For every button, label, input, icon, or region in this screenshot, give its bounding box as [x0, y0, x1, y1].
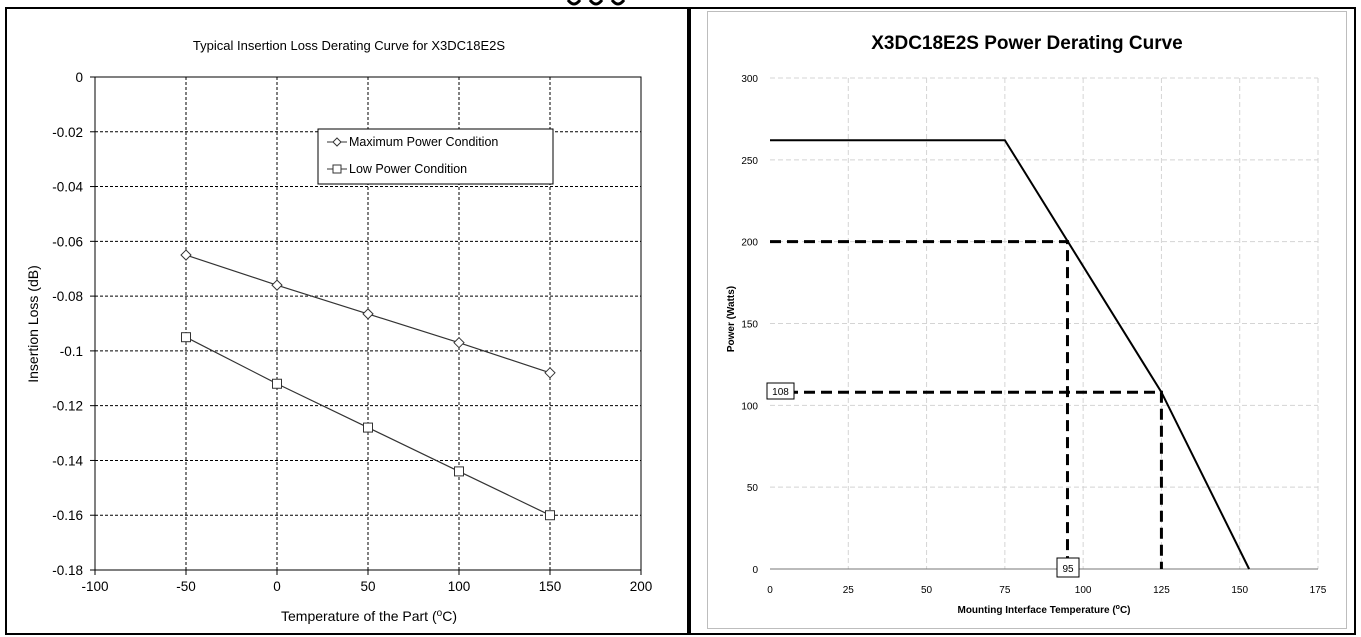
- x-axis-label: Temperature of the Part (oC): [281, 608, 457, 624]
- legend-label-maximum-power: Maximum Power Condition: [349, 135, 498, 149]
- y-tick-label: 300: [741, 74, 758, 85]
- series-group: [180, 249, 556, 521]
- diamond-marker: [544, 367, 556, 379]
- x-tick-label: 100: [448, 579, 471, 594]
- series-low-power: [181, 332, 555, 521]
- x-tick-label: 150: [1231, 585, 1248, 596]
- y-tick-label: -0.12: [52, 399, 83, 414]
- x-tick-label: 125: [1153, 585, 1170, 596]
- insertion-loss-chart: Typical Insertion Loss Derating Curve fo…: [25, 38, 652, 624]
- annotation-text: 95: [1062, 564, 1074, 575]
- y-tick-label: 250: [741, 156, 758, 167]
- power-derating-chart: X3DC18E2S Power Derating Curve 0 25 50 75 10…: [726, 33, 1327, 616]
- y-tick-label: 150: [741, 320, 758, 331]
- y-tick-label: -0.18: [52, 563, 83, 578]
- square-marker: [454, 466, 464, 477]
- legend-square-marker: [332, 164, 342, 174]
- diamond-marker: [271, 279, 283, 291]
- y-axis-label: Power (Watts): [726, 286, 737, 352]
- x-axis-label-main: Temperature of the Part (: [281, 608, 437, 624]
- y-tick-label: 50: [747, 483, 759, 494]
- annotation-95: 95: [1056, 557, 1080, 578]
- y-tick-label: -0.06: [52, 234, 83, 249]
- x-tick-label: 0: [273, 579, 281, 594]
- y-tick-label: 0: [752, 565, 758, 576]
- axis-ticks: 0 25 50 75 100 125 150 175 0 50 100 150 200 250 300: [741, 74, 1326, 596]
- legend: Maximum Power Condition Low Power Condit…: [317, 128, 554, 185]
- x-tick-label: 25: [843, 585, 855, 596]
- axis-ticks: -100 -50 0 50 100 150 200 0 -0.02 -0.04 -0.06 -0.08…: [52, 70, 652, 594]
- annotation-box: [1056, 557, 1080, 578]
- y-tick-label: 200: [741, 238, 758, 249]
- x-axis-label-main: Mounting Interface Temperature (: [957, 605, 1116, 616]
- chart-title: X3DC18E2S Power Derating Curve: [871, 33, 1183, 54]
- legend-box: [317, 128, 554, 185]
- grid-lines: [770, 77, 1319, 569]
- derating-curve-line: [770, 139, 1251, 570]
- square-marker: [181, 332, 191, 343]
- x-tick-label: 100: [1075, 585, 1092, 596]
- diamond-marker: [453, 336, 465, 349]
- x-tick-label: -100: [81, 579, 108, 594]
- square-marker: [272, 378, 282, 389]
- annotation-text: 108: [772, 387, 789, 398]
- cropped-heading-fragment: [560, 0, 650, 7]
- y-tick-label: 0: [75, 70, 83, 85]
- legend-label-low-power: Low Power Condition: [349, 162, 467, 176]
- reference-dashed-line: [770, 390, 1163, 569]
- series-maximum-power: [180, 249, 556, 379]
- x-axis-label-degree: o: [437, 608, 443, 619]
- x-tick-label: 0: [767, 585, 773, 596]
- y-tick-label: -0.14: [52, 453, 83, 468]
- x-tick-label: 50: [360, 579, 375, 594]
- y-axis-label: Insertion Loss (dB): [25, 265, 41, 383]
- square-marker: [363, 422, 373, 433]
- x-tick-label: 50: [921, 585, 933, 596]
- x-axis-label-unit: C): [442, 608, 457, 624]
- x-tick-label: 175: [1310, 585, 1327, 596]
- y-tick-label: 100: [741, 401, 758, 412]
- insertion-loss-panel: Typical Insertion Loss Derating Curve fo…: [5, 7, 689, 635]
- legend-diamond-marker: [332, 137, 342, 147]
- chart-frame: [707, 11, 1347, 629]
- x-tick-label: 150: [539, 579, 562, 594]
- y-tick-label: -0.08: [52, 289, 83, 304]
- diamond-marker: [362, 308, 374, 320]
- square-marker: [545, 510, 555, 521]
- y-tick-label: -0.02: [52, 125, 83, 140]
- x-tick-label: -50: [176, 579, 196, 594]
- y-tick-label: -0.1: [60, 344, 83, 359]
- series-group: [770, 139, 1251, 570]
- x-axis-label: Mounting Interface Temperature (oC): [957, 604, 1130, 616]
- x-axis-label-degree: o: [1116, 604, 1120, 611]
- annotation-108: 108: [766, 382, 795, 400]
- y-tick-label: -0.16: [52, 508, 83, 523]
- power-derating-panel: X3DC18E2S Power Derating Curve 0 25 50 75 10…: [689, 7, 1356, 635]
- x-tick-label: 200: [630, 579, 653, 594]
- x-tick-label: 75: [999, 585, 1011, 596]
- chart-title: Typical Insertion Loss Derating Curve fo…: [193, 38, 505, 53]
- x-axis-label-unit: C): [1120, 605, 1131, 616]
- diamond-marker: [180, 249, 192, 261]
- annotation-box: [766, 382, 795, 400]
- y-tick-label: -0.04: [52, 180, 83, 195]
